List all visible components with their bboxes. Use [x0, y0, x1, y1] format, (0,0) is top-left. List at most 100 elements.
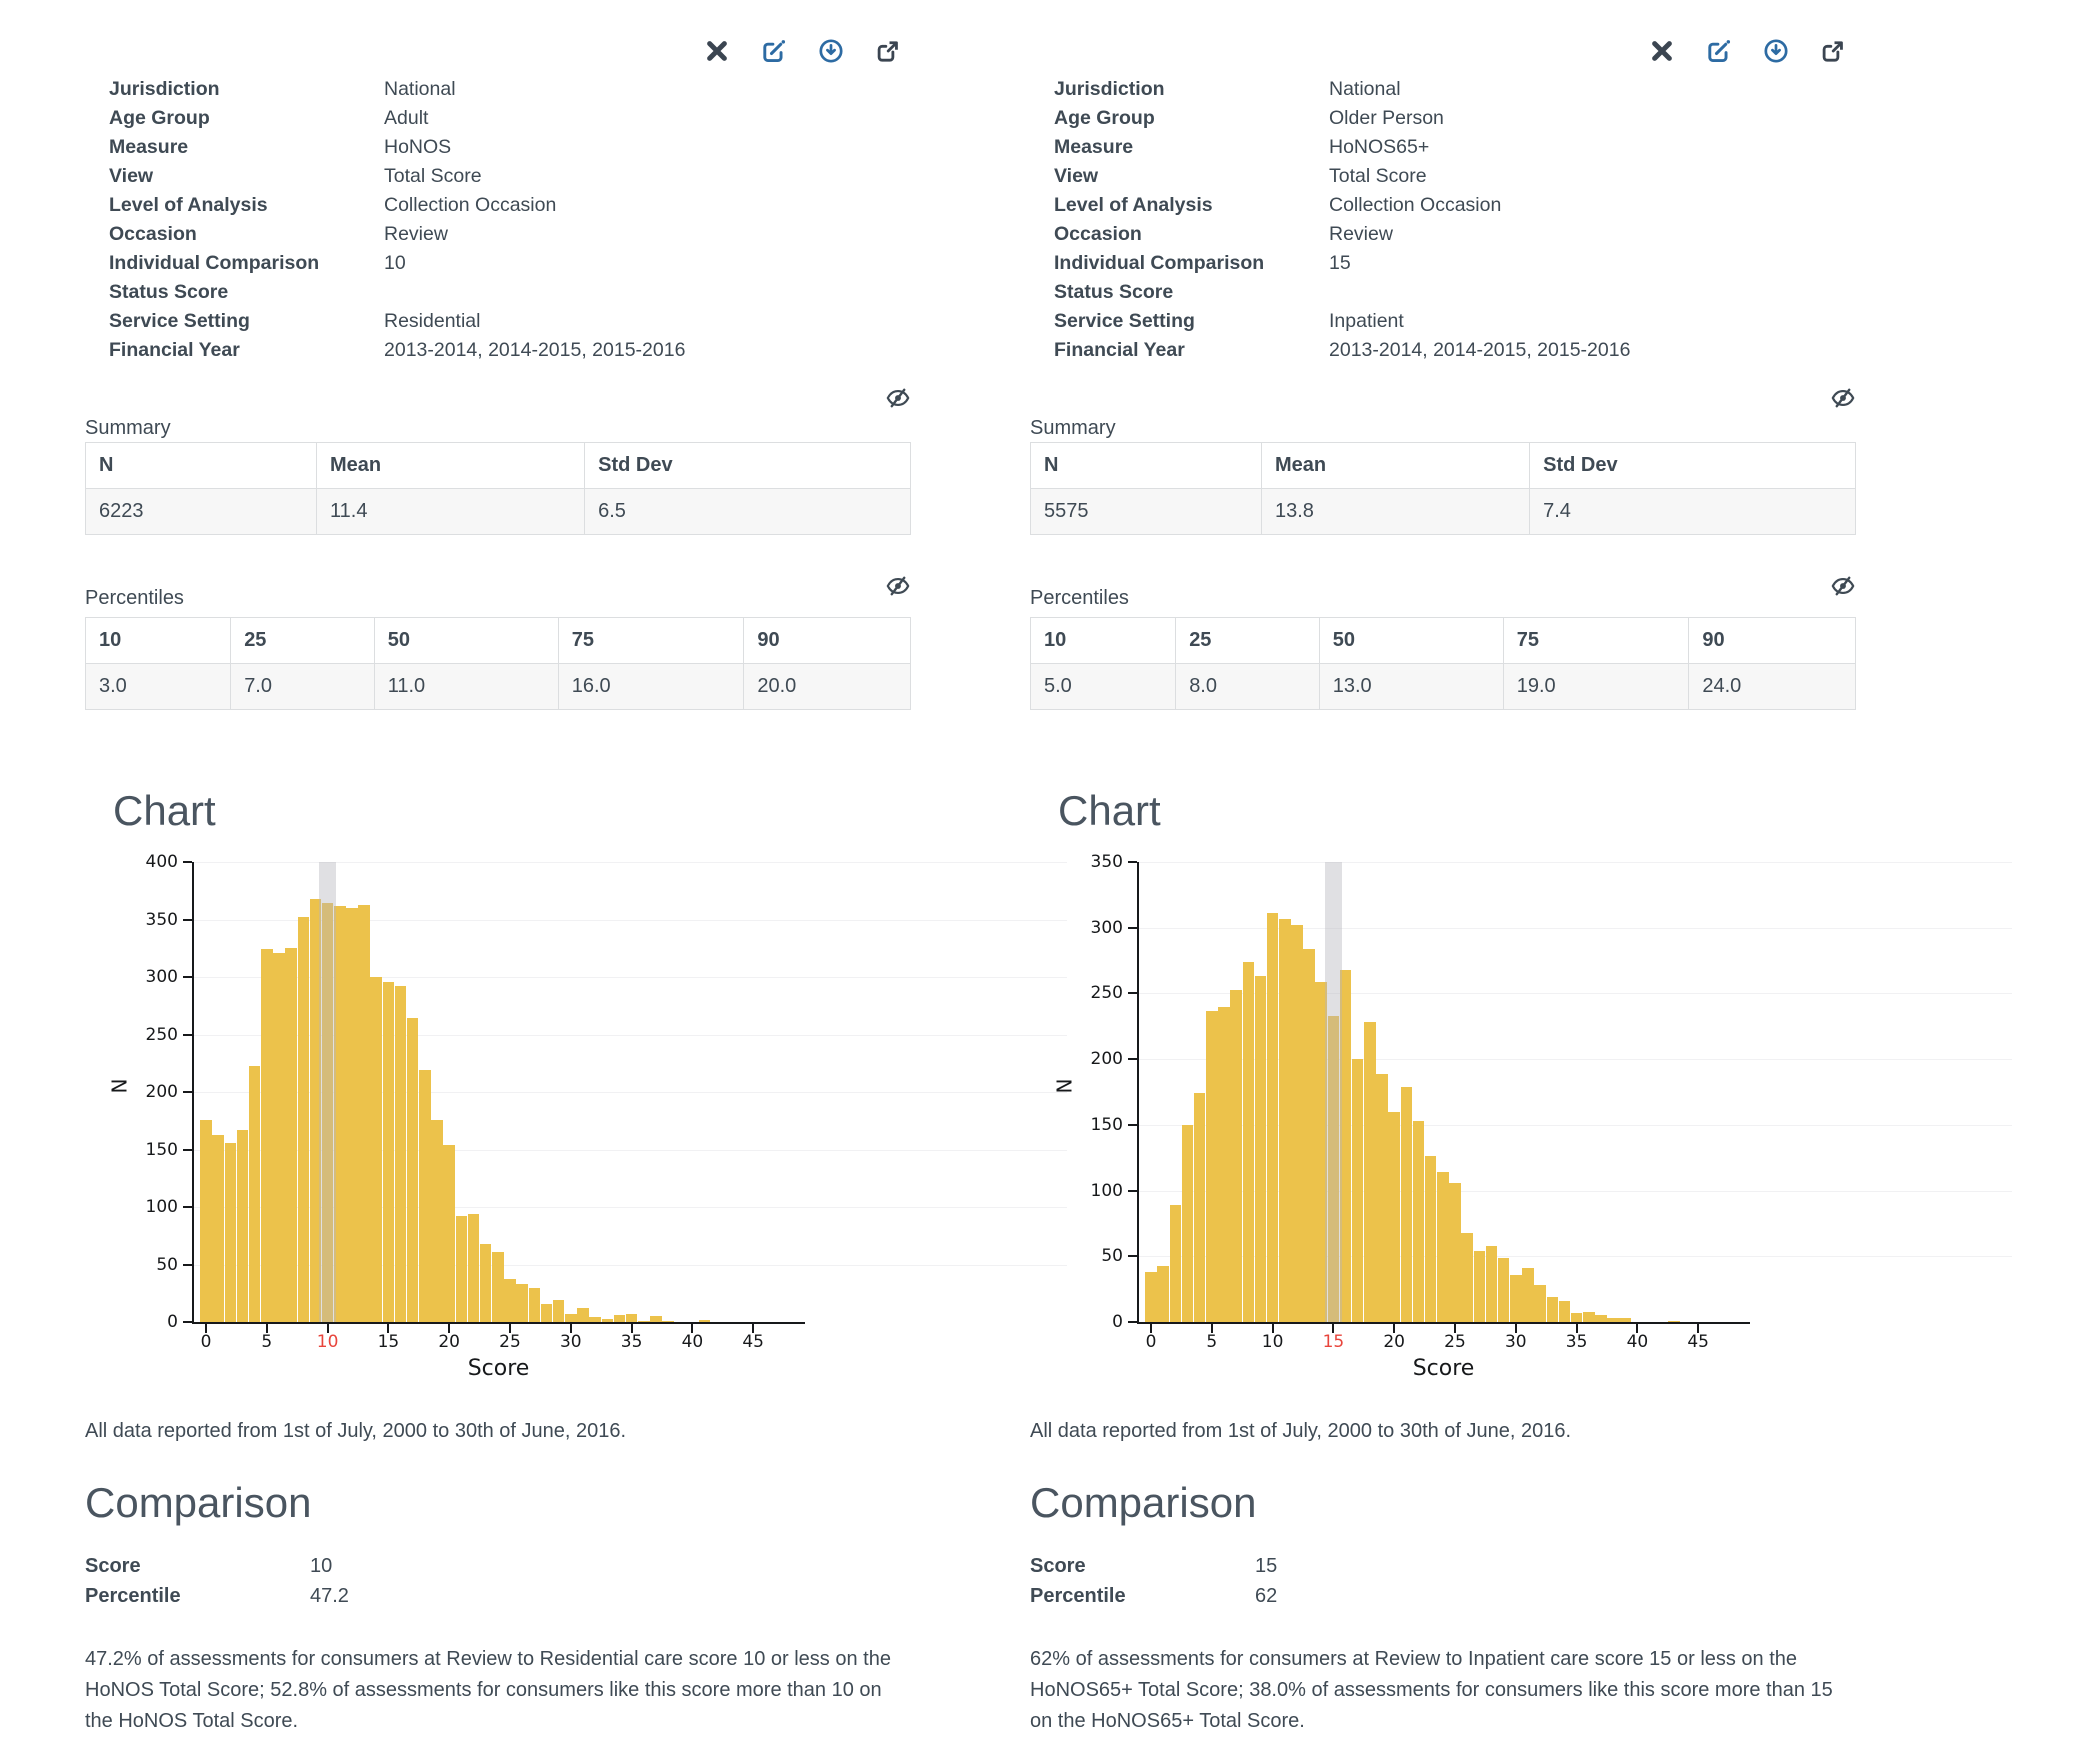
- close-icon[interactable]: [1649, 38, 1675, 64]
- y-tick-mark: [183, 1148, 192, 1151]
- histogram-bar: [1339, 969, 1352, 1322]
- table-cell: 3.0: [84, 663, 232, 710]
- gridline: [192, 919, 1067, 921]
- histogram-bar: [1303, 948, 1315, 1322]
- histogram-bar: [1218, 1006, 1230, 1322]
- y-tick-label: 250: [145, 1024, 178, 1045]
- eye-slash-icon[interactable]: [885, 385, 911, 411]
- metadata-row: View Total Score: [1054, 162, 1856, 191]
- comparison-row: Percentile 47.2: [85, 1581, 911, 1611]
- eye-slash-icon[interactable]: [1830, 385, 1856, 411]
- summary-visibility-row: [85, 385, 911, 411]
- table-cell: 11.4: [315, 488, 586, 535]
- column-header: Mean: [1260, 442, 1531, 489]
- table-cell: 13.8: [1260, 488, 1531, 535]
- download-icon[interactable]: [818, 38, 844, 64]
- metadata-row-label: Measure: [1054, 136, 1134, 158]
- histogram-bar: [358, 904, 370, 1322]
- histogram-bar: [346, 908, 358, 1322]
- metadata-row-label: Status Score: [1054, 281, 1174, 303]
- x-tick-mark: [691, 1324, 694, 1333]
- x-tick-mark: [1575, 1324, 1578, 1333]
- metadata-row-value: National: [384, 78, 456, 100]
- metadata-row-value: Total Score: [1329, 165, 1427, 187]
- y-tick-mark: [1128, 1058, 1137, 1061]
- metadata-row-label: Jurisdiction: [109, 78, 220, 100]
- x-tick-label: 40: [1626, 1332, 1649, 1352]
- gridline: [1137, 1059, 2012, 1061]
- metadata-row-value: Review: [1329, 223, 1393, 245]
- histogram-bar: [443, 1144, 455, 1322]
- edit-icon[interactable]: [761, 38, 787, 64]
- eye-slash-icon[interactable]: [885, 573, 911, 599]
- metadata-row-label: View: [109, 165, 154, 187]
- metadata-row-value: 2013-2014, 2014-2015, 2015-2016: [1329, 339, 1631, 361]
- x-axis-title: Score: [467, 1356, 530, 1381]
- x-tick-label: 30: [1504, 1332, 1527, 1352]
- share-icon[interactable]: [1820, 38, 1846, 64]
- x-tick-mark: [448, 1324, 451, 1333]
- x-tick-mark: [205, 1324, 207, 1333]
- histogram-bar: [613, 1315, 626, 1322]
- metadata-row-value: Adult: [384, 107, 429, 129]
- histogram-bar: [467, 1213, 480, 1322]
- histogram-bar: [516, 1284, 528, 1322]
- metadata-row: Measure HoNOS: [109, 133, 911, 162]
- column-header: 75: [557, 617, 745, 664]
- gridline: [192, 862, 1067, 863]
- summary-title: Summary: [85, 417, 171, 439]
- histogram-bar: [1254, 976, 1267, 1322]
- histogram-bar: [321, 903, 334, 1322]
- eye-slash-icon[interactable]: [1830, 573, 1856, 599]
- gridline: [192, 1092, 1067, 1093]
- y-tick-label: 200: [145, 1082, 178, 1102]
- summary-table: N Mean Std Dev 6223 11.4 6.5: [85, 442, 911, 535]
- comparison-list: Score 15 Percentile 62: [1030, 1551, 1856, 1611]
- y-tick-mark: [183, 1206, 192, 1208]
- column-header: 10: [1029, 617, 1177, 664]
- metadata-row-value: Residential: [384, 310, 481, 332]
- y-tick-label: 350: [145, 909, 178, 930]
- close-icon[interactable]: [704, 38, 730, 64]
- histogram-bar: [1279, 918, 1291, 1322]
- histogram-bar: [577, 1308, 589, 1322]
- x-axis-line: [192, 1322, 805, 1324]
- x-tick-mark: [387, 1324, 390, 1333]
- table-header-row: 10 25 50 75 90: [1029, 617, 1856, 664]
- comparison-list: Score 10 Percentile 47.2: [85, 1551, 911, 1611]
- histogram-bar: [504, 1279, 516, 1322]
- histogram-bar: [1424, 1156, 1437, 1322]
- y-tick-label: 50: [1101, 1246, 1123, 1267]
- x-tick-label: 25: [499, 1332, 521, 1352]
- metadata-row-label: Age Group: [1054, 107, 1155, 129]
- x-tick-label: 45: [742, 1332, 764, 1352]
- y-tick-mark: [1128, 1189, 1137, 1192]
- column-header: 90: [743, 617, 911, 664]
- comparison-score-band: [319, 862, 337, 1322]
- metadata-row-label: Financial Year: [1054, 339, 1185, 361]
- histogram-bar: [370, 977, 382, 1322]
- metadata-row-value: 10: [384, 252, 406, 274]
- histogram-bar: [1169, 1205, 1182, 1322]
- x-tick-mark: [630, 1324, 633, 1333]
- percentiles-title: Percentiles: [1030, 587, 1129, 609]
- download-icon[interactable]: [1763, 38, 1789, 64]
- chart-canvas: 0 50 100 150 200 250 300 350 400 0 5 10 15 20 25 30 35 40…: [85, 852, 1067, 1392]
- metadata-row-label: Service Setting: [1054, 310, 1195, 332]
- edit-icon[interactable]: [1706, 38, 1732, 64]
- comparison-score-band: [1324, 862, 1342, 1322]
- metadata-row: Service Setting Residential: [109, 307, 911, 336]
- comparison-row-label: Score: [85, 1555, 141, 1577]
- table-row: 5.0 8.0 13.0 19.0 24.0: [1029, 663, 1856, 710]
- gridline: [192, 977, 1067, 978]
- y-axis-title: N: [107, 1078, 132, 1094]
- metadata-row-label: Service Setting: [109, 310, 250, 332]
- histogram-bar: [1510, 1274, 1522, 1322]
- comparison-row-value: 47.2: [310, 1585, 349, 1607]
- y-tick-mark: [1128, 1123, 1137, 1126]
- metadata-row-value: 2013-2014, 2014-2015, 2015-2016: [384, 339, 686, 361]
- x-tick-label-highlighted: 15: [1322, 1332, 1345, 1352]
- histogram-bar: [1497, 1257, 1510, 1322]
- share-icon[interactable]: [875, 38, 901, 64]
- y-tick-mark: [1128, 1321, 1137, 1323]
